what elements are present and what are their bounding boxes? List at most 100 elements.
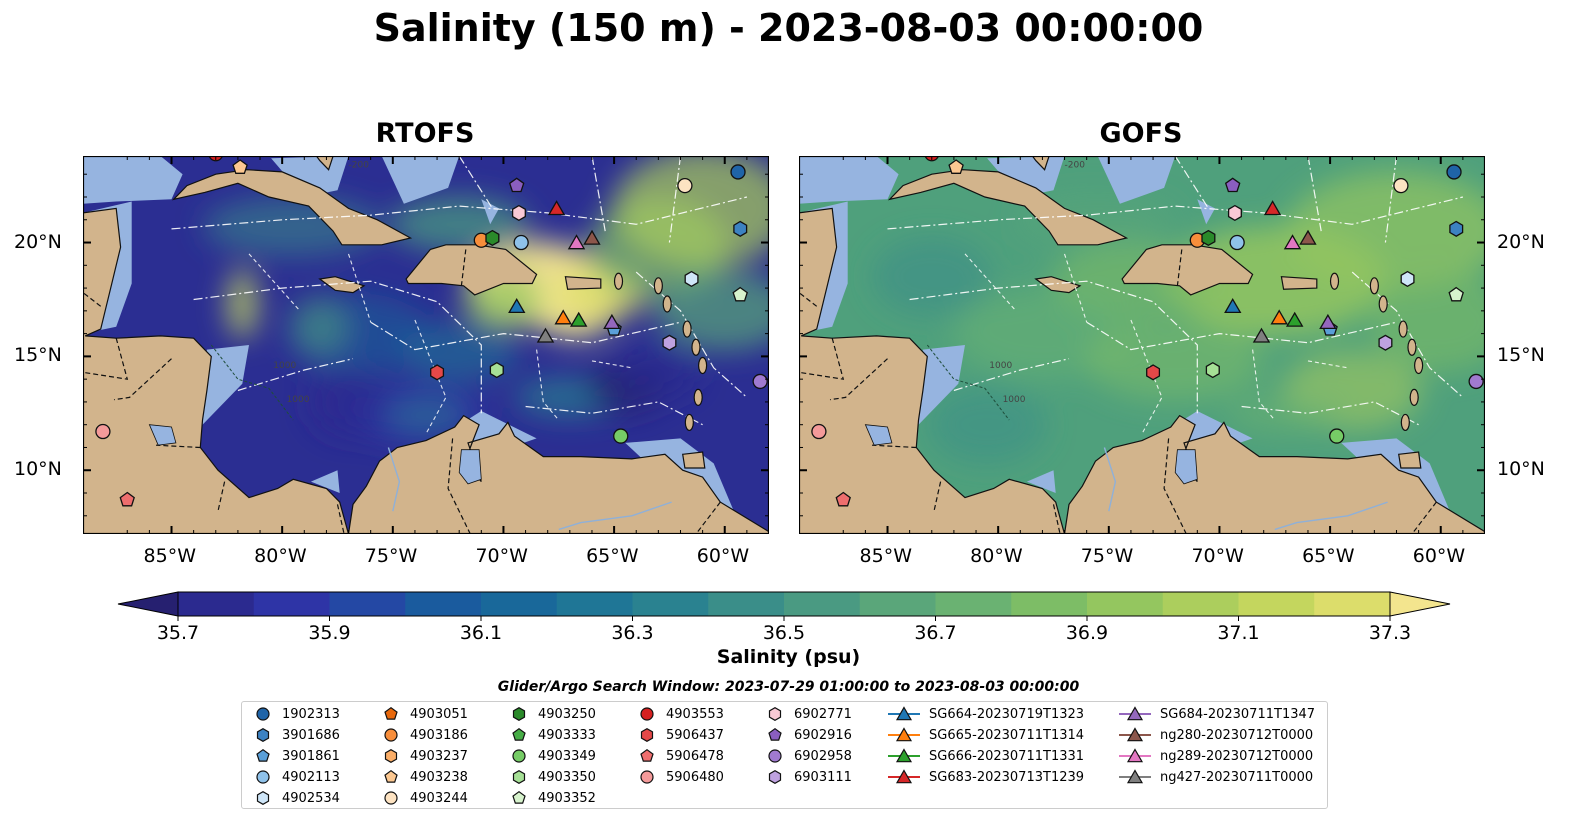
obs-4902113 [513,234,529,251]
legend-entry: 3901686 [252,725,340,745]
legend-title: Glider/Argo Search Window: 2023-07-29 01… [497,679,1080,695]
legend-marker-icon [384,706,398,720]
country-border [83,292,102,307]
river [387,447,401,512]
colorbar-bin [253,592,330,616]
legend-marker-icon [384,791,398,805]
lesser-antilles-island [684,413,694,432]
continental-shelf [381,156,460,204]
colorbar-bin [784,592,861,616]
colorbar-tick-label: 37.1 [1217,622,1259,644]
legend-entry: 6902916 [764,725,852,745]
eez-boundary [1241,401,1419,426]
legend-entry: 5906437 [636,725,724,745]
obs-4902534 [684,270,699,288]
obs-6902958 [1468,373,1484,390]
country-border [871,444,917,449]
legend-marker-icon [768,707,782,721]
obs-SG664-20230719T1323 [1224,297,1242,314]
lat-tick-label-right: 15°N [1497,344,1545,367]
lesser-antilles-island [1400,413,1410,432]
legend-entry: 4903250 [508,704,596,724]
legend-marker-icon [640,770,654,784]
colorbar-bin [632,592,709,616]
obs-SG666-20230711T1331 [1285,311,1304,327]
bathymetry-contour [210,344,294,421]
legend-entry: SG683-20230713T1239 [887,767,1084,787]
legend-marker-icon [1119,706,1151,721]
colorbar-tick-label: 36.3 [611,622,653,644]
legend-entry-label: 4903237 [410,748,468,764]
country-border [113,358,172,401]
country-border [1163,438,1187,534]
legend-entry: 4903352 [508,788,596,808]
contour-label: -200 [1065,160,1086,170]
legend-entry: ng427-20230711T0000 [1118,767,1313,787]
obs-4903350 [489,361,504,379]
legend-entry: 6902771 [764,704,852,724]
legend-entry-label: 4903352 [538,790,596,806]
lease-boundary [1252,349,1276,421]
land-trinidad [682,451,706,469]
contour-label: 1000 [273,361,296,371]
obs-ng289-20230712T0000 [567,234,586,250]
colorbar-bin [1162,592,1239,616]
eez-boundary [1384,156,1398,243]
land-hispaniola [1121,244,1254,296]
obs-6903111 [1378,334,1393,351]
lake-nicaragua [864,424,893,446]
lesser-antilles-island [662,295,672,313]
legend-entry: 4903238 [380,767,468,787]
lat-tick-label-left: 10°N [14,458,62,481]
legend-marker-icon [640,748,654,762]
lease-boundary [964,253,1017,312]
obs-ng427-20230711T0000 [536,327,555,343]
colorbar-tick-label: 36.9 [1066,622,1108,644]
lake-maracaibo [458,449,482,485]
contour-label: -200 [349,160,370,170]
legend-marker-icon [256,707,270,721]
obs-5906437 [1146,364,1161,381]
lon-tick-label-rtofs: 85°W [143,545,196,567]
panel-title-gofs: GOFS [1099,118,1183,149]
eez-boundary [370,321,681,351]
obs-4903352 [732,286,748,302]
land-trinidad [1398,451,1422,469]
colorbar-bin [1314,592,1391,616]
colorbar-tick-label: 35.9 [308,622,350,644]
obs-4903250 [485,229,500,247]
legend-entry: 6902958 [764,746,852,766]
legend-marker-icon [256,728,270,742]
obs-4903349 [613,428,629,444]
obs-SG666-20230711T1331 [569,311,588,327]
legend-entry: SG665-20230711T1314 [887,725,1084,745]
colorbar-bin [859,592,936,616]
colorbar-bin [1087,592,1164,616]
legend-marker-icon [512,770,526,784]
legend-entry-label: 4903051 [410,706,468,722]
map-panel-rtofs: 1000 1000 -200 [83,156,769,534]
continental-shelf [1026,470,1056,493]
lon-tick-label-gofs: 65°W [1302,545,1355,567]
legend-marker-icon [512,727,526,741]
continental-shelf [1097,156,1176,204]
continental-shelf [1197,199,1215,225]
legend-entry: 1902313 [252,704,340,724]
obs-5906478 [835,491,851,507]
country-border [695,501,721,534]
legend-marker-icon [640,707,654,721]
lat-tick-label-left: 20°N [14,230,62,253]
legend-marker-icon [384,728,398,742]
obs-ng280-20230712T0000 [583,229,601,245]
country-border [447,438,471,534]
salinity-anomalies [871,171,1485,465]
legend-entry: SG684-20230711T1347 [1118,704,1315,724]
obs-SG664-20230719T1323 [508,297,526,314]
lease-boundary [248,253,301,312]
obs-SG683-20230713T1239 [1263,200,1282,216]
legend-entry-label: 4903238 [410,769,468,785]
eez-boundary [525,401,703,426]
lesser-antilles-island [1369,277,1379,295]
legend-entry: 4902113 [252,767,340,787]
obs-4902113 [1229,234,1245,251]
